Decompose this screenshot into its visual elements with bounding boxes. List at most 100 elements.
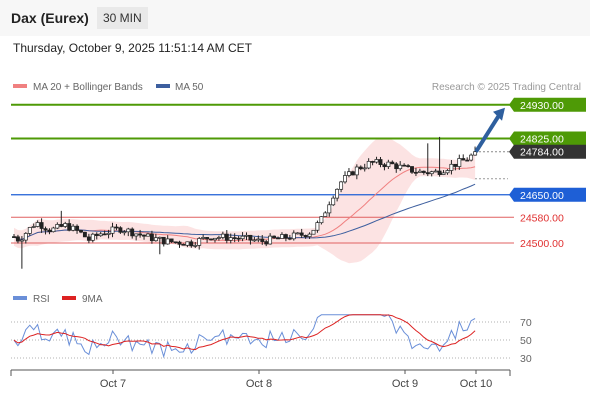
- rsi-line: [13, 314, 476, 359]
- candle: [402, 163, 407, 167]
- candle: [146, 232, 150, 237]
- candle: [220, 231, 225, 240]
- instrument-title: Dax (Eurex): [11, 10, 89, 26]
- candle: [193, 242, 198, 248]
- candle: [51, 226, 56, 233]
- candle: [165, 235, 170, 245]
- candle: [421, 170, 426, 175]
- candle: [299, 228, 304, 238]
- candle: [63, 221, 68, 229]
- bollinger-band-area: [14, 137, 476, 264]
- candle: [429, 170, 434, 177]
- candle: [177, 240, 182, 248]
- candle: [153, 233, 158, 242]
- candle: [394, 162, 399, 173]
- candle: [295, 232, 300, 235]
- candle: [122, 230, 127, 236]
- candle: [303, 234, 308, 239]
- candle: [366, 158, 371, 170]
- candle: [331, 195, 336, 207]
- rsi-tick-label: 50: [520, 335, 532, 347]
- candle: [142, 234, 146, 240]
- candle: [39, 218, 44, 233]
- candle: [209, 238, 213, 241]
- candle: [189, 239, 194, 248]
- candle: [473, 146, 478, 156]
- candle: [47, 228, 52, 235]
- candle: [173, 241, 178, 244]
- candle: [90, 232, 95, 243]
- chart-header: Dax (Eurex) 30 MIN: [0, 0, 590, 36]
- candle: [335, 188, 340, 202]
- forecast-arrow: [474, 107, 505, 153]
- x-tick-label: Oct 7: [100, 378, 126, 390]
- candle: [272, 235, 277, 239]
- candle: [276, 236, 280, 240]
- rsi-ma-legend-swatch: [62, 296, 76, 300]
- candle: [252, 236, 257, 242]
- candle: [67, 219, 72, 232]
- candle: [43, 226, 48, 235]
- candle: [425, 143, 430, 177]
- candle: [12, 234, 16, 238]
- candle: [264, 239, 269, 247]
- candle: [283, 233, 288, 242]
- credit-text: Research © 2025 Trading Central: [432, 82, 581, 93]
- candle: [71, 224, 76, 232]
- candle: [469, 153, 474, 162]
- candle: [35, 220, 40, 228]
- candle: [15, 234, 20, 244]
- candle: [102, 230, 107, 236]
- level-label-2: 24784.00: [520, 147, 564, 159]
- candle: [82, 231, 87, 238]
- candle: [307, 232, 312, 239]
- level-tag-1: [509, 131, 586, 146]
- candle: [457, 154, 462, 170]
- candle: [362, 163, 367, 172]
- candle: [94, 232, 99, 240]
- candle: [224, 230, 229, 244]
- candle: [343, 171, 347, 184]
- candle: [453, 163, 458, 171]
- candle: [417, 168, 422, 173]
- candle: [197, 236, 202, 250]
- candle: [138, 229, 143, 238]
- candle: [433, 168, 438, 173]
- candle: [86, 233, 91, 244]
- candle: [79, 229, 83, 234]
- rsi-panel: 70 50 30: [11, 314, 532, 365]
- candle: [213, 237, 217, 243]
- rsi-ma-legend-label: 9MA: [82, 294, 103, 305]
- ma50-legend-swatch: [156, 84, 170, 88]
- x-tick-label: Oct 10: [460, 378, 492, 390]
- bollinger-band: [14, 137, 476, 264]
- candle: [75, 224, 80, 234]
- timeframe-selector[interactable]: 30 MIN: [97, 7, 148, 29]
- candle: [370, 160, 375, 166]
- x-axis-labels: Oct 7 Oct 8 Oct 9 Oct 10: [100, 370, 492, 390]
- candle: [55, 222, 60, 230]
- candle: [260, 235, 265, 245]
- candle: [398, 161, 403, 171]
- candle: [339, 180, 344, 193]
- candle: [240, 232, 245, 242]
- candle: [311, 229, 316, 235]
- candle: [461, 154, 466, 161]
- candle: [149, 230, 154, 244]
- candle: [268, 233, 273, 245]
- x-tick-label: Oct 8: [246, 378, 272, 390]
- candle: [382, 162, 387, 171]
- rsi-tick-label: 70: [520, 317, 532, 329]
- candle: [449, 160, 454, 175]
- candle: [465, 157, 470, 162]
- candle: [157, 236, 162, 255]
- ma50-legend-label: MA 50: [175, 82, 204, 93]
- level-label-4: 24580.00: [520, 212, 564, 224]
- candle: [31, 223, 36, 229]
- candles: [12, 136, 478, 269]
- candle: [161, 236, 166, 247]
- candle: [201, 234, 206, 240]
- candle: [323, 211, 328, 217]
